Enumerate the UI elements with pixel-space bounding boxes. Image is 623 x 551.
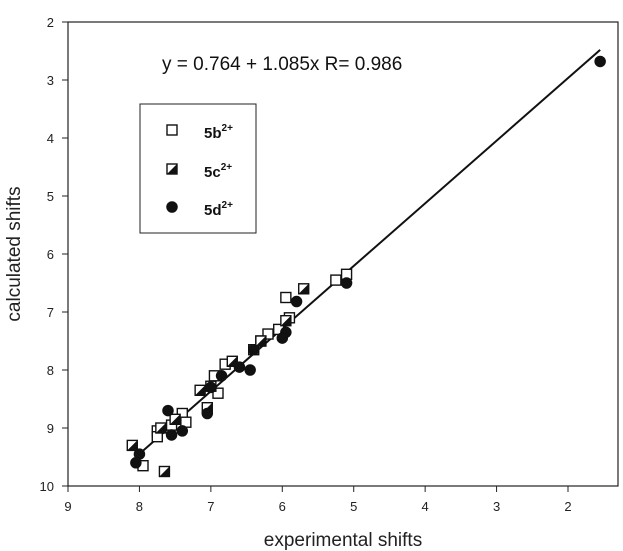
legend-marker-5b	[166, 124, 178, 136]
data-point-5d	[205, 381, 217, 394]
x-tick-label: 6	[279, 499, 286, 514]
data-point-5c	[126, 439, 138, 452]
plot-frame	[67, 21, 619, 487]
data-point-5c	[255, 335, 267, 347]
data-point-5d	[233, 361, 246, 373]
y-tick-label: 2	[47, 15, 54, 30]
y-tick-label: 9	[47, 421, 54, 436]
data-point-5c	[194, 384, 206, 396]
legend-box	[139, 103, 257, 234]
x-tick-label: 3	[493, 499, 500, 514]
data-points	[126, 55, 606, 478]
legend-label-5b: 5b2+	[204, 123, 233, 142]
data-point-5c	[155, 422, 167, 434]
y-tick-label: 3	[47, 73, 54, 88]
x-tick-label: 9	[64, 499, 71, 514]
legend-marker-5c	[166, 163, 178, 175]
series-5d	[130, 55, 606, 469]
data-point-5d	[176, 425, 189, 437]
legend-label-5c: 5c2+	[204, 162, 232, 181]
data-point-5d	[290, 295, 303, 308]
data-point-5c	[158, 465, 171, 478]
data-point-5d	[244, 364, 256, 376]
y-tick-label: 7	[47, 305, 54, 320]
data-point-5d	[201, 407, 214, 420]
data-point-5b	[212, 387, 224, 399]
axis-ticks: 9 8 7 6 5 4 3 2 2 3 4 5 6 7 8 9 10	[40, 15, 572, 514]
data-point-5b	[280, 291, 292, 304]
y-tick-label: 5	[47, 189, 54, 204]
y-axis-label: calculated shifts	[4, 186, 25, 321]
data-point-5d	[165, 429, 178, 441]
legend-markers	[166, 124, 178, 213]
data-point-5c	[169, 413, 181, 425]
y-tick-label: 8	[47, 363, 54, 378]
x-tick-label: 7	[207, 499, 214, 514]
legend-marker-5d	[166, 201, 178, 213]
data-point-5d	[215, 370, 228, 382]
series-5c	[126, 283, 310, 478]
y-tick-label: 6	[47, 247, 54, 262]
regression-annotation: y = 0.764 + 1.085x R= 0.986	[162, 54, 402, 75]
y-tick-label: 4	[47, 131, 54, 146]
data-point-5d	[340, 277, 353, 289]
data-point-5c	[298, 283, 310, 295]
x-tick-label: 4	[422, 499, 429, 514]
legend-label-5d: 5d2+	[204, 200, 233, 219]
x-tick-label: 2	[564, 499, 571, 514]
y-tick-label: 10	[40, 479, 54, 494]
x-axis-label: experimental shifts	[264, 530, 422, 551]
data-point-5d	[276, 332, 289, 344]
data-point-5d	[130, 457, 142, 469]
x-tick-label: 5	[350, 499, 357, 514]
data-point-5d	[162, 404, 174, 417]
legend: 5b2+ 5c2+ 5d2+	[139, 103, 257, 234]
data-point-5b	[262, 328, 274, 340]
data-point-5d	[247, 343, 260, 356]
data-point-5c	[280, 315, 292, 327]
data-point-5d	[594, 55, 606, 68]
data-point-5b	[330, 274, 342, 286]
x-tick-label: 8	[136, 499, 143, 514]
